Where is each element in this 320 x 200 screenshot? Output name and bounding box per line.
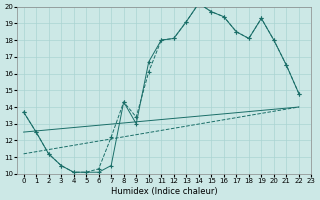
X-axis label: Humidex (Indice chaleur): Humidex (Indice chaleur) (111, 187, 218, 196)
